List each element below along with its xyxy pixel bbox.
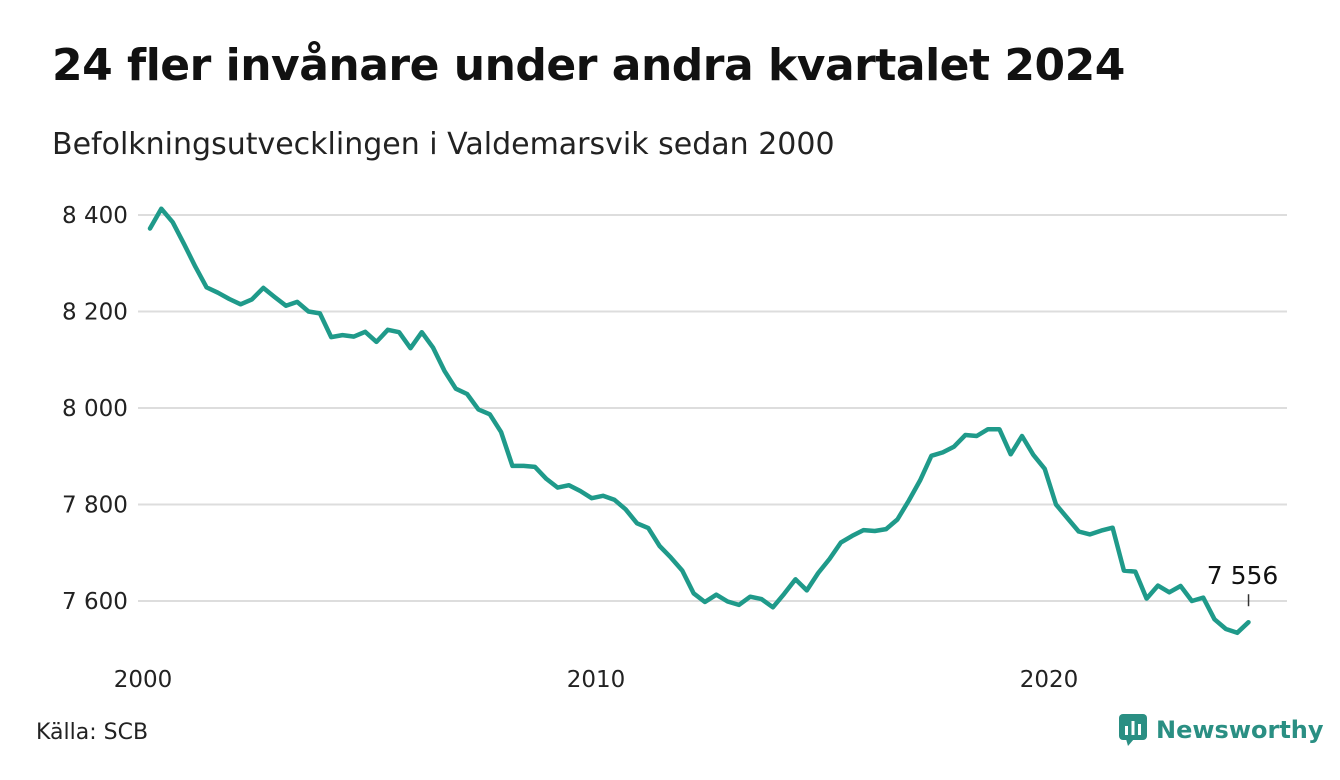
source-note: Källa: SCB [36,720,149,745]
x-tick-label: 2020 [1020,667,1079,693]
brand-name: Newsworthy [1156,716,1324,744]
grid-layer [138,214,1287,602]
y-tick-label: 7 600 [62,589,128,615]
chart-subtitle: Befolkningsutvecklingen i Valdemarsvik s… [52,127,835,162]
y-tick-label: 7 800 [62,493,128,519]
y-tick-label: 8 000 [62,396,128,422]
chart-title: 24 fler invånare under andra kvartalet 2… [52,40,1125,91]
x-tick-label: 2000 [114,667,173,693]
series-layer [147,206,1251,636]
newsworthy-icon [1119,714,1147,746]
annotation-layer: 7 556 [1207,561,1279,607]
newsworthy-logo: Newsworthy [1118,713,1324,747]
series-line [147,206,1251,636]
x-axis-labels: 2000 2010 2020 [114,667,1079,693]
x-tick-label: 2010 [567,667,626,693]
end-value-label: 7 556 [1207,561,1279,590]
y-axis-labels: 7 600 7 800 8 000 8 200 8 400 [62,203,128,615]
y-tick-label: 8 400 [62,203,128,229]
y-tick-label: 8 200 [62,300,128,326]
